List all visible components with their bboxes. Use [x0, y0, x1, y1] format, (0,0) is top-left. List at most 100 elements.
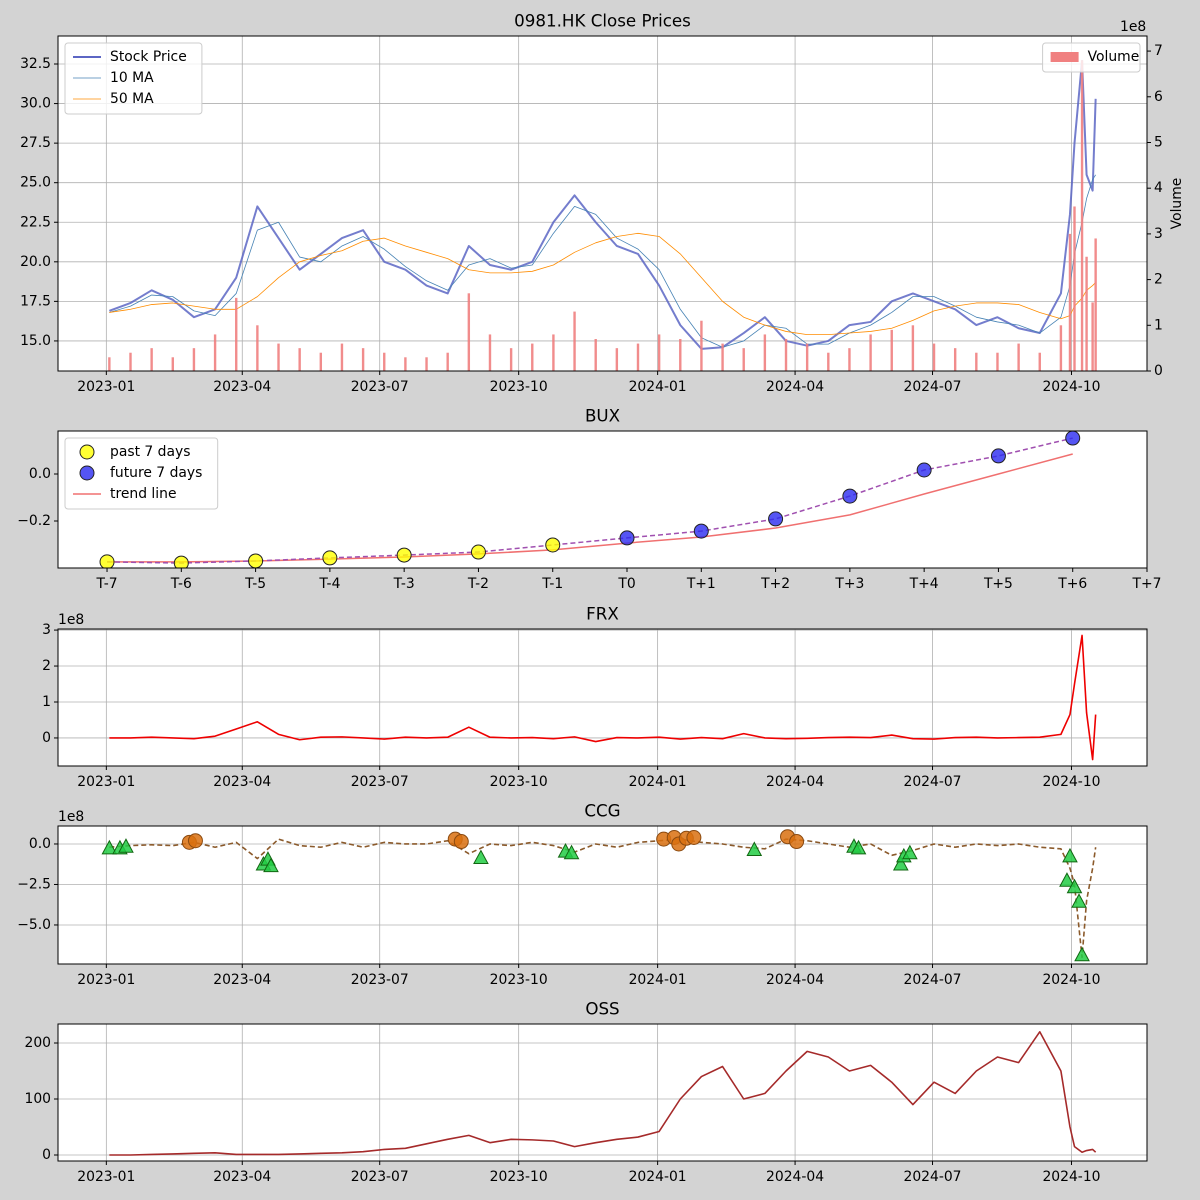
legend-swatch	[79, 465, 95, 481]
chart-title: 0981.HK Close Prices	[514, 11, 691, 31]
point	[470, 544, 486, 560]
point	[693, 523, 709, 539]
y-tick-label: 22.5	[20, 214, 51, 230]
y2-tick-label: 3	[1154, 226, 1163, 242]
point	[99, 554, 115, 568]
bar	[361, 348, 365, 371]
bar	[848, 348, 851, 371]
x-tick-label: 2024-04	[766, 972, 824, 988]
bar	[615, 348, 619, 371]
legend-label: past 7 days	[110, 444, 190, 460]
x-tick-label: T+6	[1057, 576, 1087, 592]
bar	[1085, 256, 1088, 371]
chart-title: CCG	[584, 801, 620, 821]
y-tick-label: 200	[24, 1035, 51, 1051]
x-tick-label: T-1	[541, 576, 563, 592]
bar	[552, 334, 555, 371]
legend-label: Volume	[1088, 49, 1140, 65]
plot-area	[109, 1030, 1097, 1156]
x-tick-label: 2023-10	[490, 774, 548, 790]
x-tick-label: 2023-04	[213, 1169, 271, 1185]
plot-area	[101, 829, 1097, 962]
x-tick-label: T+5	[983, 576, 1013, 592]
bar	[277, 343, 280, 371]
bar	[1080, 60, 1084, 371]
point	[1065, 431, 1081, 446]
x-tick-label: 2023-07	[351, 379, 409, 395]
legend-box	[1042, 42, 1141, 73]
x-tick-label: 2024-07	[903, 972, 961, 988]
marker	[563, 844, 580, 860]
x-tick-label: 2023-10	[490, 379, 548, 395]
x-tick-label: 2023-10	[490, 972, 548, 988]
y-tick-label: 0.0	[29, 466, 51, 482]
marker	[1059, 872, 1075, 887]
bar	[1017, 343, 1020, 371]
y2-tick-label: 2	[1154, 272, 1163, 288]
x-tick-label: 2023-01	[77, 379, 135, 395]
point	[396, 547, 412, 563]
point	[990, 448, 1006, 464]
y-offset-label: 1e8	[58, 809, 84, 825]
x-tick-label: T0	[617, 576, 635, 592]
point	[768, 511, 784, 527]
legend-box	[64, 42, 203, 115]
y-tick-label: 0	[42, 730, 51, 746]
x-tick-label: 2023-07	[351, 972, 409, 988]
x-tick-label: T-4	[318, 576, 340, 592]
x-tick-label: T-6	[170, 576, 192, 592]
marker	[1066, 878, 1083, 894]
y2-tick-label: 1	[1154, 317, 1163, 333]
y-tick-label: 17.5	[20, 293, 51, 309]
x-tick-label: 2024-04	[766, 774, 824, 790]
legend-label: Stock Price	[110, 49, 187, 65]
x-tick-label: 2023-04	[213, 774, 271, 790]
bar	[996, 352, 999, 371]
bar	[890, 329, 893, 371]
axes-frame	[57, 628, 1148, 767]
y2-tick-label: 6	[1154, 89, 1163, 105]
legend-label: trend line	[110, 486, 177, 502]
axes-frame	[57, 35, 1148, 372]
x-tick-label: 2024-01	[629, 972, 687, 988]
bar	[467, 293, 471, 371]
axes-background	[58, 431, 1147, 568]
x-tick-label: 2023-07	[351, 1169, 409, 1185]
x-tick-label: 2023-04	[213, 379, 271, 395]
y-tick-label: −0.2	[17, 513, 51, 529]
x-tick-label: 2023-07	[351, 774, 409, 790]
marker	[746, 841, 763, 856]
marker	[118, 838, 134, 853]
marker	[892, 855, 909, 871]
bar	[340, 343, 344, 371]
y-tick-label: 30.0	[20, 96, 51, 112]
bar	[531, 343, 534, 371]
y2-tick-label: 5	[1154, 134, 1163, 150]
bar	[213, 334, 217, 371]
x-tick-label: 2024-10	[1042, 774, 1100, 790]
bar	[235, 297, 238, 371]
connector-line	[107, 437, 1073, 564]
chart-title: FRX	[586, 604, 619, 624]
bar	[192, 348, 196, 371]
x-tick-label: 2024-04	[766, 379, 824, 395]
point	[173, 555, 189, 568]
chart-title: BUX	[585, 406, 620, 426]
bar	[679, 339, 682, 371]
bar	[573, 311, 576, 371]
x-tick-label: 2024-10	[1042, 1169, 1100, 1185]
y-tick-label: 2	[42, 658, 51, 674]
x-tick-label: T+4	[909, 576, 939, 592]
y-tick-label: 100	[24, 1091, 51, 1107]
axes-frame	[57, 430, 1148, 569]
x-tick-label: T+1	[686, 576, 716, 592]
marker	[789, 834, 805, 850]
y-tick-label: 25.0	[20, 175, 51, 191]
y2-axis-label: Volume	[1169, 178, 1185, 230]
x-tick-label: T-7	[95, 576, 117, 592]
legend-swatch	[79, 444, 95, 460]
x-tick-label: 2024-04	[766, 1169, 824, 1185]
bar	[932, 343, 936, 371]
point	[619, 530, 635, 546]
chart-title: OSS	[585, 999, 619, 1019]
